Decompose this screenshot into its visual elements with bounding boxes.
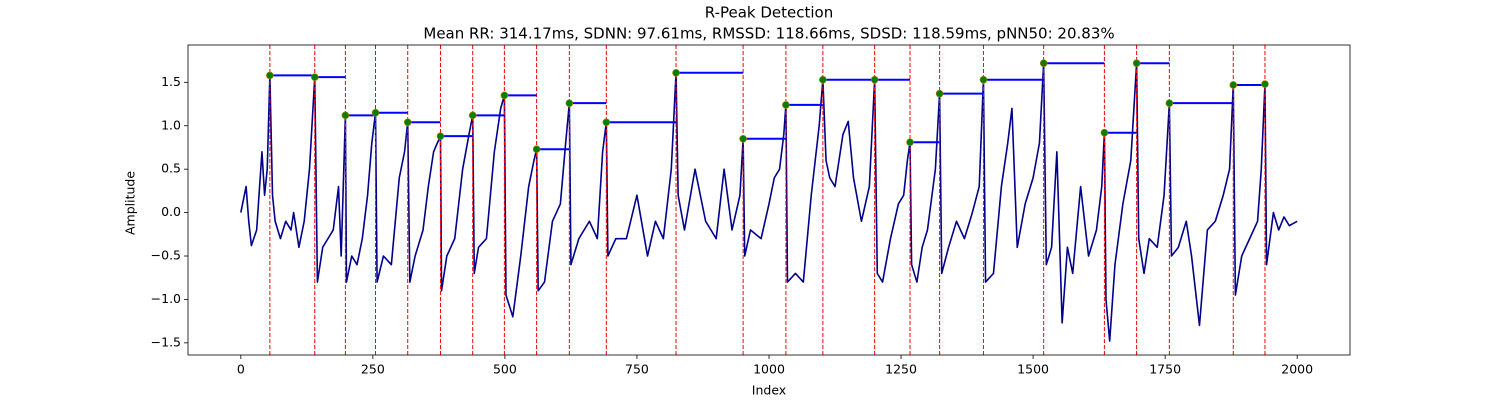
- r-peak: [1229, 81, 1238, 89]
- chart-subtitle: Mean RR: 314.17ms, SDNN: 97.61ms, RMSSD:…: [423, 25, 1114, 43]
- y-tick-label: 0.5: [161, 161, 181, 176]
- r-peak: [468, 111, 477, 120]
- r-peak: [436, 132, 445, 140]
- x-tick-label: 1750: [1149, 362, 1181, 377]
- r-peak: [1261, 80, 1269, 88]
- y-tick-label: 0.0: [161, 204, 181, 219]
- x-tick-label: 1000: [753, 362, 785, 377]
- x-tick-label: 2000: [1281, 362, 1313, 377]
- r-peak: [371, 108, 380, 117]
- y-tick-label: −1.0: [151, 291, 181, 306]
- r-peak: [672, 68, 680, 77]
- y-axis-label: Amplitude: [123, 171, 138, 235]
- r-peak: [565, 99, 574, 107]
- x-tick-label: 250: [361, 362, 385, 377]
- x-axis-label: Index: [752, 383, 786, 398]
- r-peak: [782, 101, 790, 109]
- chart-title: R-Peak Detection: [705, 4, 833, 22]
- x-tick-label: 500: [493, 362, 517, 377]
- r-peak: [1039, 59, 1048, 68]
- r-peak: [979, 75, 988, 84]
- r-peak: [819, 75, 827, 84]
- r-peak: [341, 111, 350, 120]
- r-peak: [935, 89, 944, 98]
- y-tick-label: −0.5: [151, 248, 181, 263]
- r-peak: [906, 138, 914, 147]
- r-peak: [739, 134, 747, 143]
- r-peak: [532, 145, 541, 154]
- x-tick-label: 0: [237, 362, 245, 377]
- r-peak: [1100, 128, 1109, 137]
- r-peak: [870, 75, 879, 84]
- x-tick-label: 1250: [885, 362, 917, 377]
- y-tick-label: 1.5: [161, 74, 181, 89]
- r-peak: [403, 118, 412, 127]
- y-tick-label: −1.5: [151, 334, 181, 349]
- r-peak: [500, 91, 509, 100]
- r-peak: [602, 118, 611, 127]
- y-tick-label: 1.0: [161, 117, 181, 132]
- plot-frame: [187, 44, 1351, 356]
- signal-line: [240, 62, 1298, 342]
- x-tick-label: 750: [625, 362, 649, 377]
- r-peak: [1165, 99, 1174, 107]
- x-tick-label: 1500: [1017, 362, 1049, 377]
- r-peak: [310, 73, 319, 81]
- r-peak: [266, 71, 274, 80]
- r-peak: [1132, 59, 1141, 68]
